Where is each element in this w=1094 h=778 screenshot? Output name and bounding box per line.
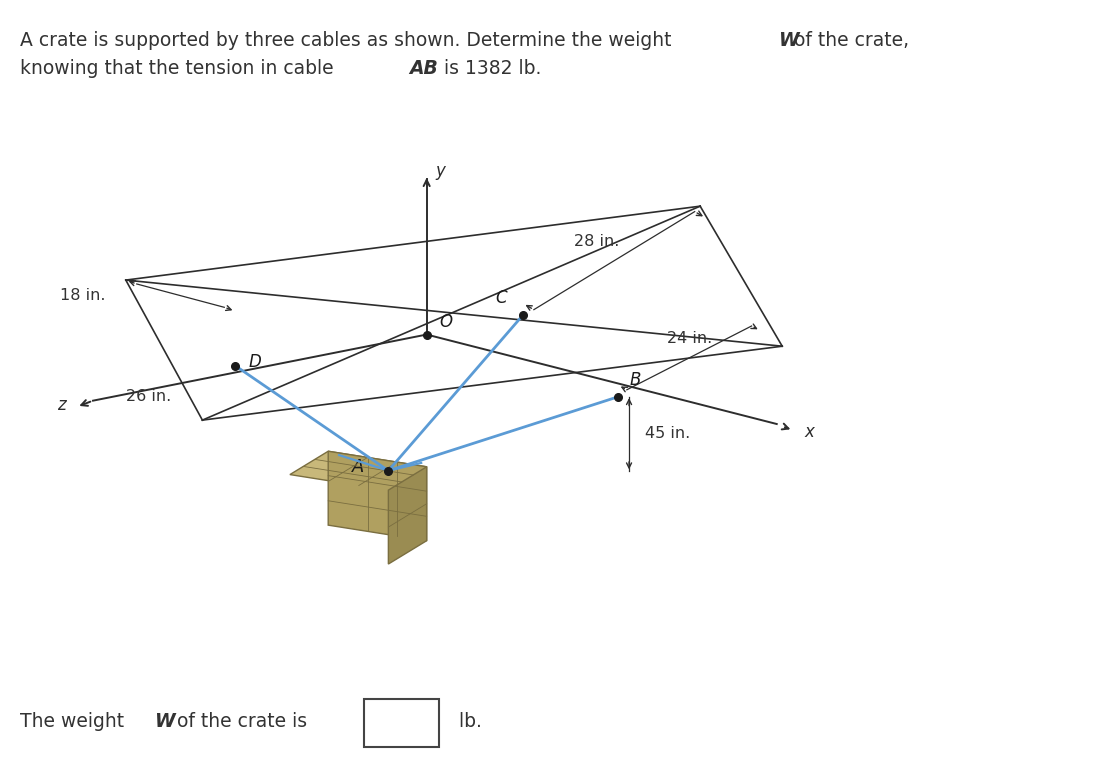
Text: z: z <box>57 395 66 414</box>
Text: 18 in.: 18 in. <box>60 288 106 303</box>
Text: AB: AB <box>409 59 438 78</box>
Polygon shape <box>290 451 427 490</box>
FancyBboxPatch shape <box>364 699 439 747</box>
Polygon shape <box>388 467 427 564</box>
Text: 45 in.: 45 in. <box>645 426 690 441</box>
Text: of the crate,: of the crate, <box>794 31 909 50</box>
Text: knowing that the tension in cable: knowing that the tension in cable <box>20 59 339 78</box>
Text: 28 in.: 28 in. <box>574 234 619 249</box>
Text: of the crate is: of the crate is <box>171 713 313 731</box>
Polygon shape <box>328 451 427 541</box>
Text: lb.: lb. <box>453 713 481 731</box>
Text: B: B <box>629 371 640 389</box>
Text: The weight: The weight <box>20 713 130 731</box>
Text: y: y <box>435 162 445 180</box>
Text: A: A <box>352 457 364 476</box>
Text: A crate is supported by three cables as shown. Determine the weight: A crate is supported by three cables as … <box>20 31 677 50</box>
Text: O: O <box>440 313 453 331</box>
Text: W: W <box>155 713 176 731</box>
Text: W: W <box>779 31 800 50</box>
Text: 24 in.: 24 in. <box>667 331 712 346</box>
Text: 26 in.: 26 in. <box>126 389 171 405</box>
Text: C: C <box>494 289 507 307</box>
Text: is 1382 lb.: is 1382 lb. <box>438 59 540 78</box>
Text: D: D <box>248 352 261 371</box>
Text: x: x <box>804 422 814 441</box>
